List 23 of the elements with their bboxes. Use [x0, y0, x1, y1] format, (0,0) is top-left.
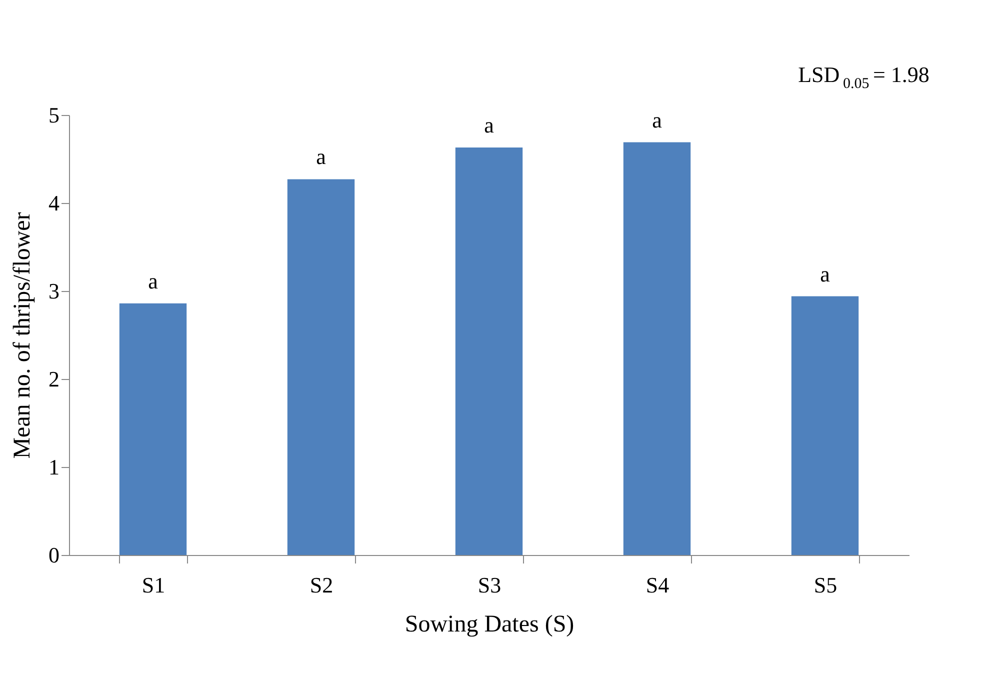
annotation: a	[484, 112, 494, 138]
annotation: a	[148, 268, 158, 294]
x-axis-title: Sowing Dates (S)	[404, 612, 574, 638]
annotation: a	[652, 107, 662, 132]
x-tick-label: S4	[646, 572, 670, 598]
y-tick-label: 3	[48, 278, 60, 304]
bar	[623, 142, 691, 555]
bar	[119, 303, 187, 555]
y-tick-label: 1	[48, 454, 60, 480]
x-tick-label: S1	[142, 572, 166, 598]
y-tick-label: 2	[48, 366, 60, 392]
y-axis-title: Mean no. of thrips/flower	[10, 212, 36, 459]
y-tick-label: 4	[48, 190, 60, 216]
bar	[455, 148, 523, 555]
x-tick-label: S2	[310, 572, 334, 598]
bar	[287, 179, 355, 555]
annotation: a	[820, 261, 830, 286]
annotation: a	[316, 144, 326, 170]
x-tick-label: S3	[478, 572, 502, 598]
y-tick-label: 0	[48, 542, 60, 568]
bar	[791, 296, 859, 555]
y-tick-label: 5	[48, 102, 60, 128]
x-tick-label: S5	[814, 572, 838, 598]
